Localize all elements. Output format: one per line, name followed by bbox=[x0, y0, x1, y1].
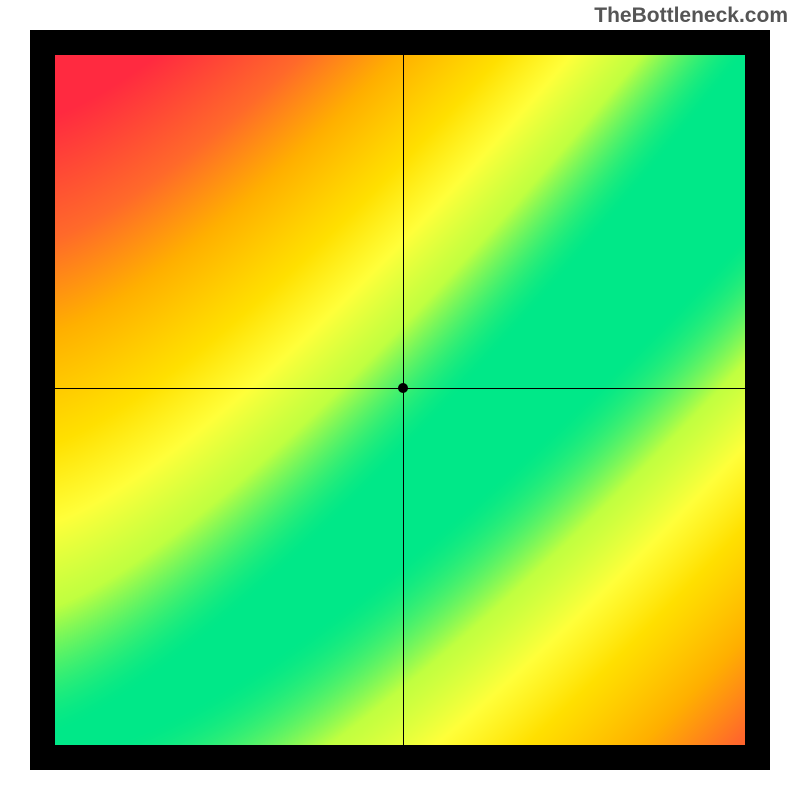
watermark: TheBottleneck.com bbox=[594, 4, 788, 28]
container: TheBottleneck.com bbox=[0, 0, 800, 800]
data-point bbox=[398, 383, 408, 393]
crosshair-vertical bbox=[403, 55, 404, 745]
heatmap-canvas bbox=[55, 55, 745, 745]
plot-area bbox=[55, 55, 745, 745]
